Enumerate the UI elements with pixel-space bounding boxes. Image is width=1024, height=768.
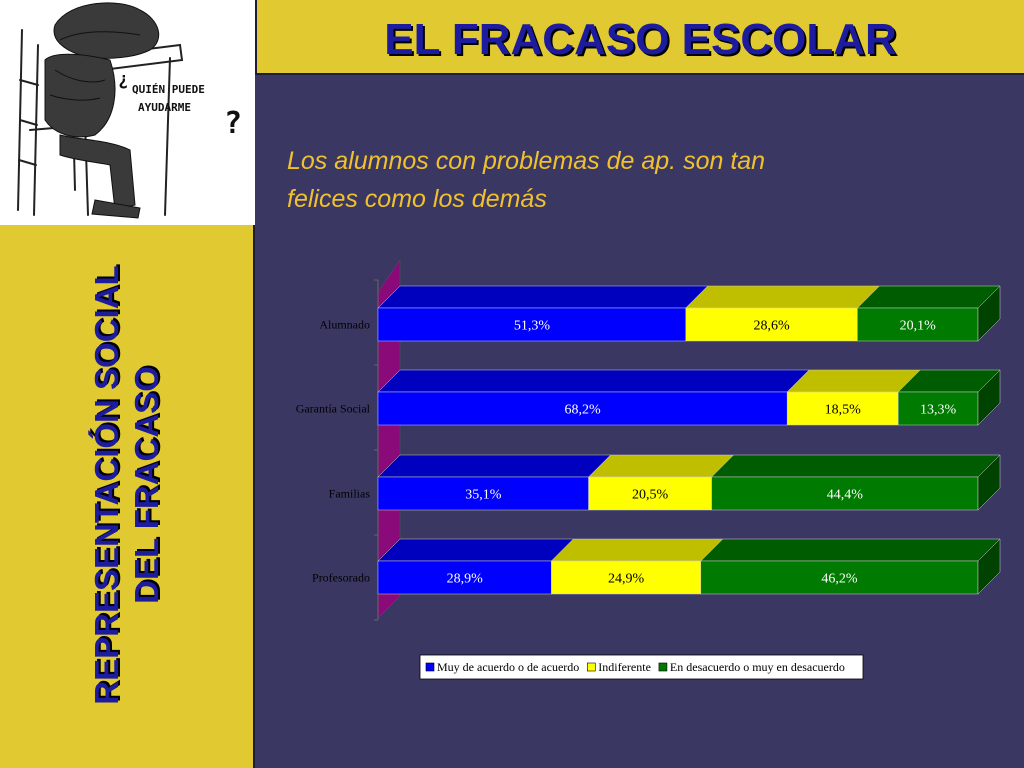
- data-label-0-3: 28,9%: [447, 572, 484, 587]
- bar-1-1: [786, 391, 899, 426]
- bar-top-1-3: [550, 538, 724, 562]
- data-label-0-0: 51,3%: [514, 319, 551, 334]
- data-label-0-2: 35,1%: [465, 488, 502, 503]
- bar-side-3: [977, 538, 1001, 595]
- bar-side-2: [977, 454, 1001, 511]
- bar-top-0-1: [377, 369, 810, 393]
- sidebar-title-line2: DEL FRACASO: [128, 366, 165, 604]
- bar-top-2-0: [856, 285, 1001, 309]
- bar-0-0: [377, 307, 687, 342]
- page-title: EL FRACASO ESCOLAR: [384, 15, 897, 64]
- bar-2-2: [711, 476, 979, 511]
- bar-top-1-0: [685, 285, 881, 309]
- bar-top-2-2: [710, 454, 1001, 478]
- category-label-0: Alumnado: [319, 318, 370, 332]
- bar-top-0-0: [377, 285, 709, 309]
- data-label-2-1: 13,3%: [920, 403, 957, 418]
- subtitle-line1: Los alumnos con problemas de ap. son tan: [287, 147, 766, 175]
- data-label-2-2: 44,4%: [827, 488, 864, 503]
- logo-question-mark-open: ¿: [118, 69, 129, 90]
- data-label-1-2: 20,5%: [632, 488, 669, 503]
- legend-label-0: Muy de acuerdo o de acuerdo: [437, 660, 579, 674]
- bar-1-3: [551, 560, 702, 595]
- subtitle-line2: felices como los demás: [287, 185, 547, 213]
- bar-top-0-2: [377, 454, 612, 478]
- bar-0-2: [377, 476, 589, 511]
- legend-label-2: En desacuerdo o muy en desacuerdo: [670, 660, 845, 674]
- data-label-1-1: 18,5%: [825, 403, 862, 418]
- data-label-1-3: 24,9%: [608, 572, 645, 587]
- bar-1-0: [685, 307, 858, 342]
- chart-subtitle: Los alumnos con problemas de ap. son tan…: [287, 142, 1007, 218]
- category-label-3: Profesorado: [312, 571, 370, 585]
- legend-swatch-0: [425, 662, 435, 672]
- logo-caption-line1: QUIÉN PUEDE: [132, 83, 205, 96]
- bar-top-2-3: [700, 538, 1001, 562]
- sad-student-drawing: ¿ QUIÉN PUEDE AYUDARME ?: [17, 2, 242, 219]
- title-bar: EL FRACASO ESCOLAR: [255, 0, 1024, 75]
- logo-question-mark-close: ?: [224, 106, 242, 141]
- legend-box: [419, 654, 864, 680]
- data-label-2-3: 46,2%: [821, 572, 858, 587]
- bar-top-0-3: [377, 538, 575, 562]
- sidebar-panel: [0, 225, 255, 768]
- bar-1-2: [588, 476, 712, 511]
- data-label-2-0: 20,1%: [900, 319, 937, 334]
- stacked-bar-chart: 51,3% 28,6% 20,1% Alumnado 68,2% 18,5% 13,3% Ga…: [296, 259, 1001, 680]
- bar-2-3: [700, 560, 979, 595]
- bar-0-3: [377, 560, 552, 595]
- bar-side-0: [977, 285, 1001, 342]
- bar-top-1-1: [786, 369, 921, 393]
- legend-swatch-2: [658, 662, 668, 672]
- legend-label-1: Indiferente: [598, 660, 651, 674]
- bar-2-1: [897, 391, 979, 426]
- data-label-0-1: 68,2%: [565, 403, 602, 418]
- bar-2-0: [857, 307, 979, 342]
- bar-side-1: [977, 369, 1001, 426]
- legend-swatch-1: [586, 662, 596, 672]
- category-label-1: Garantía Social: [296, 402, 371, 416]
- sidebar-title: REPRESENTACIÓN SOCIAL DEL FRACASO: [87, 225, 167, 745]
- bar-top-1-2: [587, 454, 735, 478]
- logo-illustration: ¿ QUIÉN PUEDE AYUDARME ?: [0, 0, 255, 225]
- logo-caption-line2: AYUDARME: [138, 101, 191, 114]
- sidebar-title-line1: REPRESENTACIÓN SOCIAL: [88, 265, 125, 705]
- category-label-2: Familias: [329, 487, 371, 501]
- data-label-1-0: 28,6%: [754, 319, 791, 334]
